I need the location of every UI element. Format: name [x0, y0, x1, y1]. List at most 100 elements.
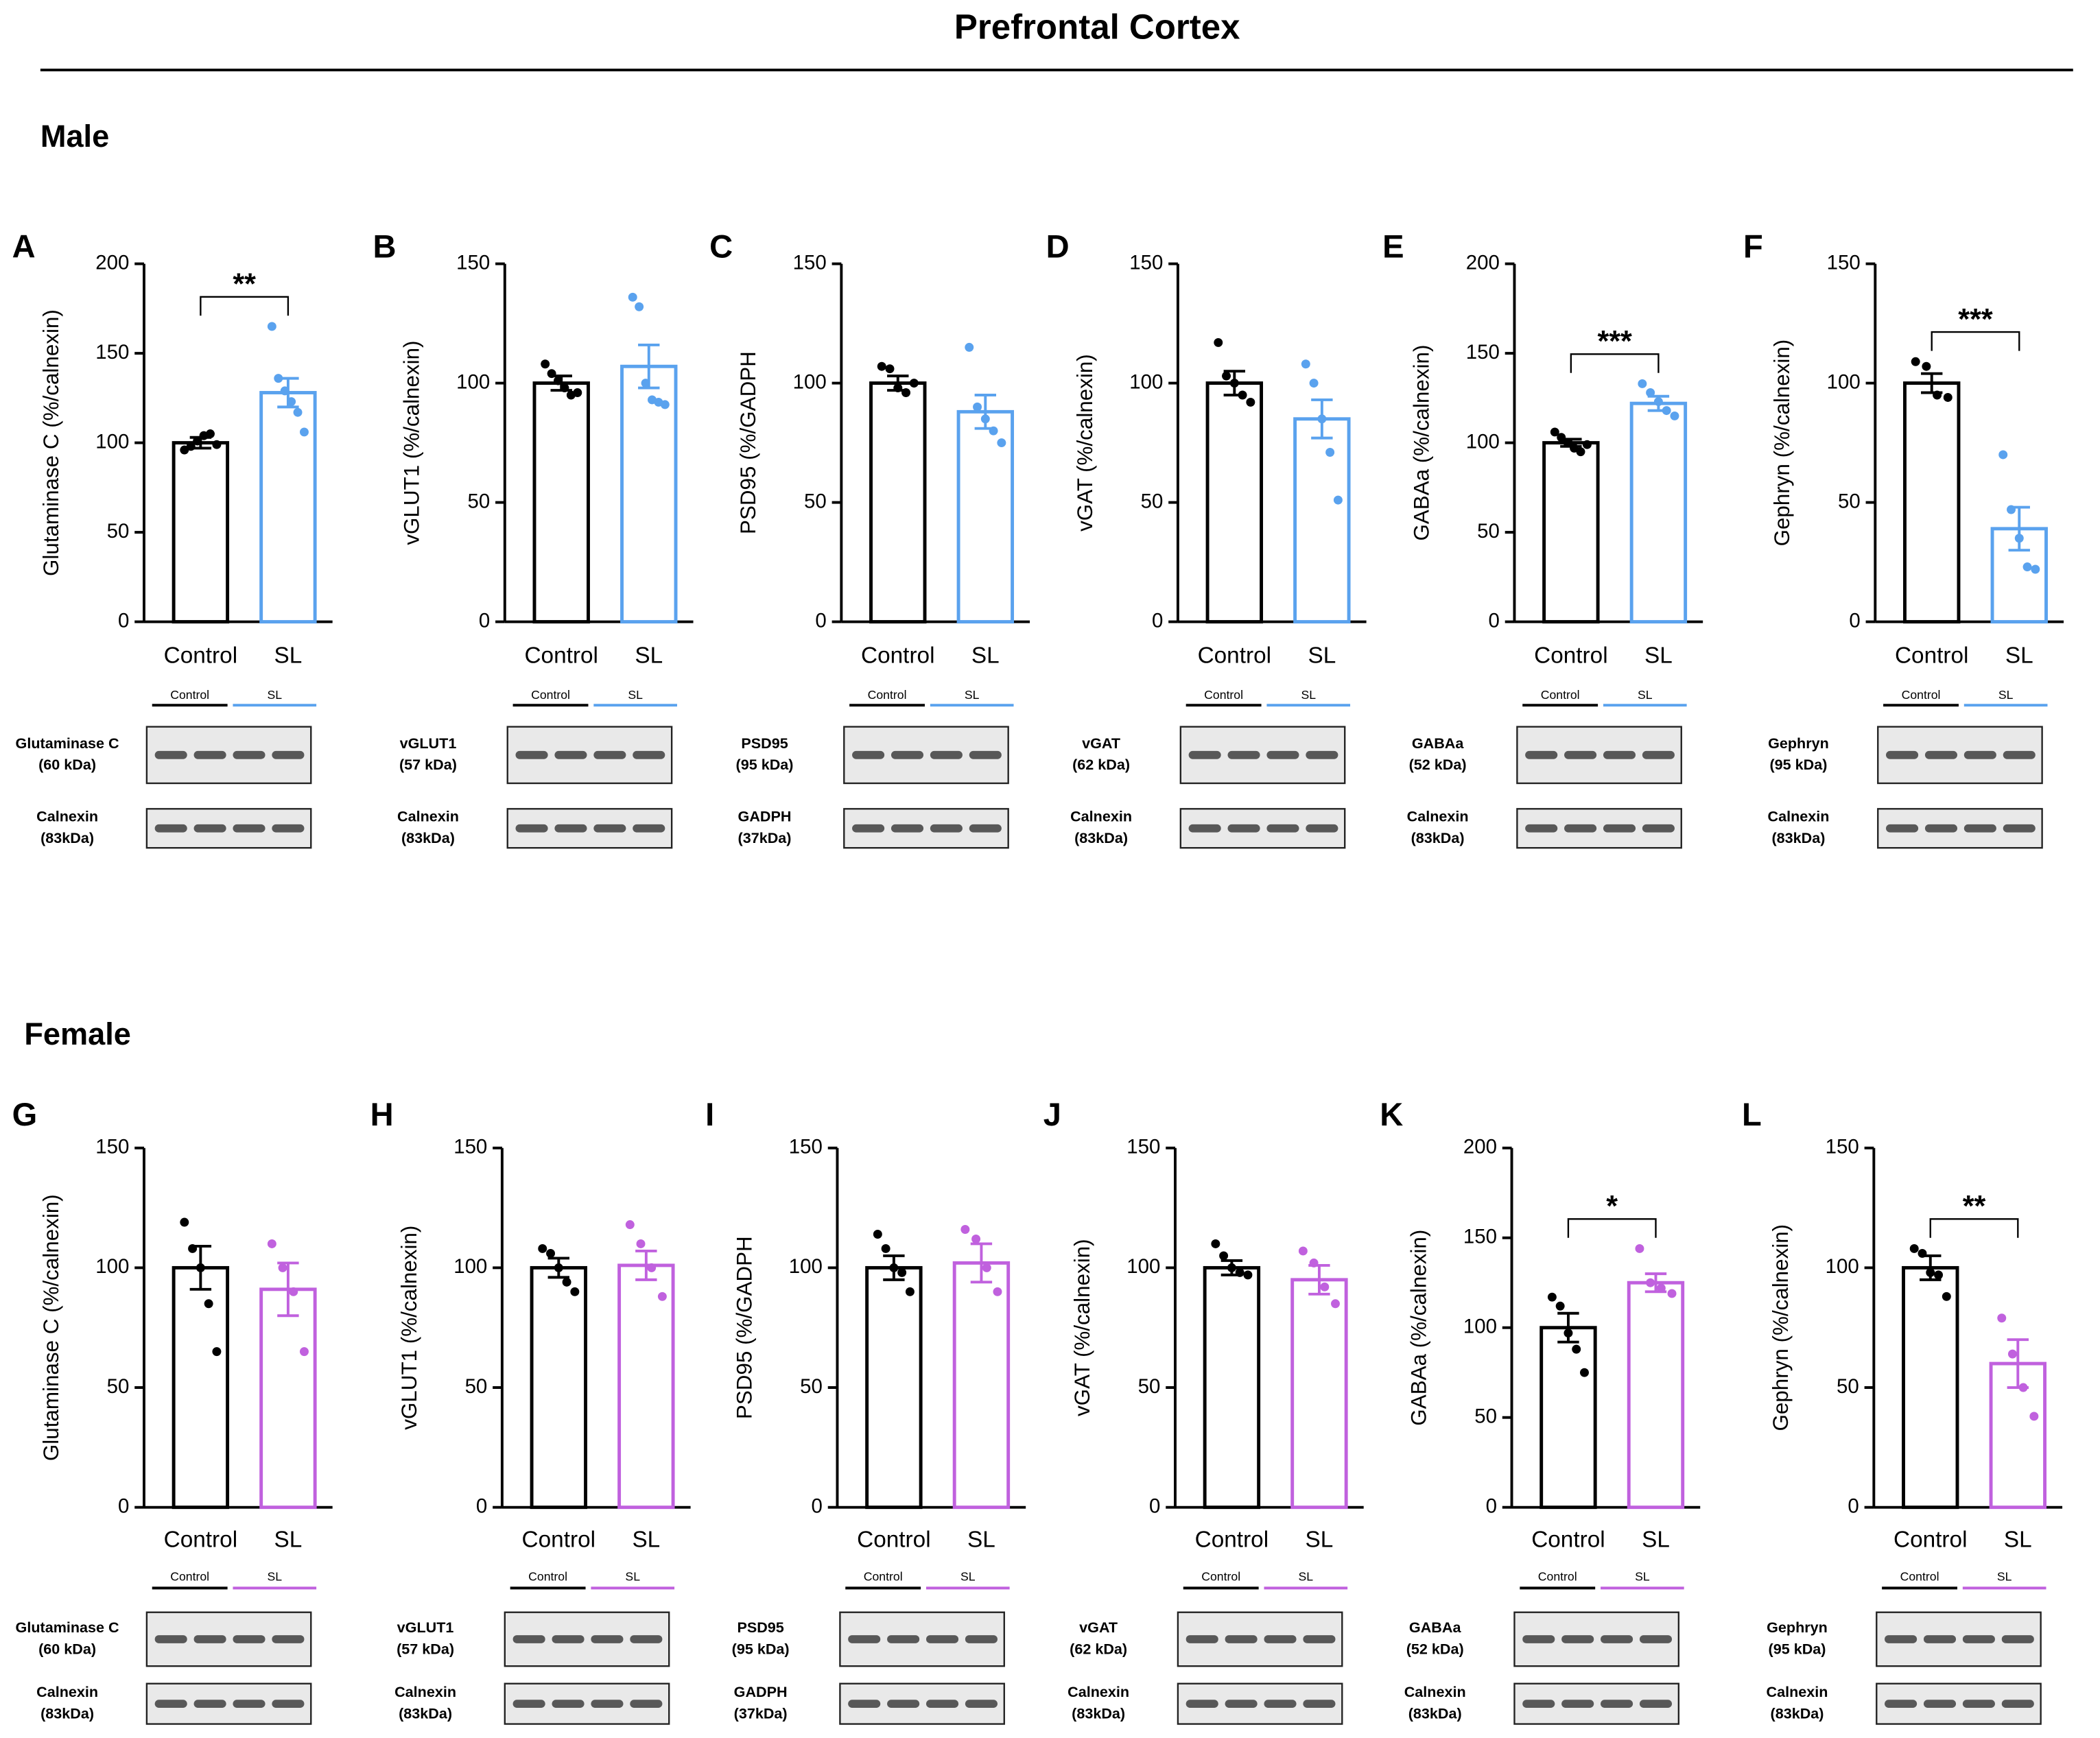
blot-band — [154, 1635, 187, 1643]
data-point — [2022, 562, 2032, 571]
blot-band — [1962, 1700, 1995, 1709]
bar — [1293, 417, 1351, 624]
data-point — [554, 1263, 563, 1272]
y-tick-label: 50 — [465, 1375, 488, 1398]
data-point — [204, 1299, 213, 1309]
panel-letter: A — [12, 228, 36, 264]
blot-band-name: PSD95 — [737, 1619, 783, 1636]
blot-band — [154, 824, 187, 833]
significance-label: ** — [1963, 1190, 1986, 1223]
data-point — [657, 1291, 667, 1301]
bar — [259, 1287, 317, 1510]
data-point — [641, 379, 650, 388]
blot-band — [1924, 824, 1958, 833]
x-tick-label: SL — [1308, 643, 1336, 668]
blot-band — [154, 750, 187, 759]
data-point — [1214, 337, 1223, 347]
data-point — [186, 442, 196, 451]
data-point — [1570, 443, 1579, 453]
data-point — [180, 1217, 189, 1227]
data-point — [660, 400, 670, 409]
data-point — [1942, 1291, 1951, 1301]
data-point — [1911, 357, 1920, 366]
y-axis-label: PSD95 (%/GADPH — [736, 351, 760, 534]
blot-band — [930, 750, 963, 759]
blot-band — [965, 1635, 998, 1643]
blot-band-name: vGAT — [1079, 1619, 1118, 1636]
data-point — [188, 1243, 198, 1253]
y-tick-label: 150 — [456, 251, 490, 274]
y-tick-label: 100 — [453, 1255, 487, 1278]
panel-letter: J — [1043, 1096, 1061, 1132]
x-tick-label: Control — [1895, 643, 1969, 668]
blot-band — [1561, 1635, 1594, 1643]
blot-group-label: Control — [1204, 688, 1243, 702]
blot-band — [193, 1700, 226, 1709]
blot-band — [2003, 824, 2036, 833]
data-point — [965, 342, 974, 352]
blot-band-size: (83kDa) — [401, 829, 455, 846]
blot-band — [630, 1635, 663, 1643]
blot-band — [233, 1700, 266, 1709]
blot-band — [925, 1700, 959, 1709]
y-axis-label: vGAT (%/calnexin) — [1070, 1239, 1094, 1416]
blot-band — [1522, 1700, 1555, 1709]
significance-label: ** — [233, 267, 256, 300]
data-point — [274, 374, 283, 383]
data-point — [636, 1239, 646, 1248]
blot-group-label: SL — [628, 688, 643, 702]
significance-label: * — [1606, 1190, 1618, 1223]
y-tick-label: 50 — [1141, 490, 1164, 512]
data-point — [1333, 495, 1343, 505]
blot-band-size: (60 kDa) — [38, 756, 96, 773]
blot-band — [591, 1635, 624, 1643]
data-point — [206, 429, 215, 439]
data-point — [1320, 1282, 1330, 1291]
x-tick-label: SL — [1306, 1527, 1334, 1553]
bar — [1902, 1265, 1959, 1510]
blot-group-label: SL — [960, 1569, 976, 1583]
blot-band-name: Calnexin — [397, 808, 459, 825]
significance-bracket — [1567, 1218, 1657, 1238]
data-point — [1557, 433, 1566, 442]
blot-band — [887, 1700, 920, 1709]
blot-band-size: (37kDa) — [738, 829, 792, 846]
bar — [869, 381, 927, 624]
data-point — [1635, 1243, 1644, 1253]
x-tick-label: Control — [1198, 643, 1272, 668]
y-tick-label: 100 — [1126, 1255, 1160, 1278]
data-point — [1576, 447, 1585, 457]
blot-band — [272, 1635, 305, 1643]
data-point — [1670, 411, 1679, 420]
y-tick-label: 100 — [789, 1255, 823, 1278]
data-point — [635, 302, 644, 311]
blot-band-name: vGLUT1 — [397, 1619, 454, 1636]
blot-band-size: (95 kDa) — [1769, 756, 1827, 773]
data-point — [1227, 1263, 1236, 1272]
blot-band — [1642, 750, 1675, 759]
y-axis-label: GABAa (%/calnexin) — [1409, 345, 1433, 541]
data-point — [289, 1287, 298, 1296]
error-bar — [635, 1249, 657, 1281]
data-point — [873, 1230, 882, 1239]
blot-group-label: Control — [531, 688, 570, 702]
data-point — [889, 1263, 899, 1272]
blot-band-size: (83kDa) — [1771, 1705, 1824, 1722]
blot-band — [969, 824, 1002, 833]
blot-band — [552, 1635, 585, 1643]
x-tick-label: SL — [1644, 643, 1673, 668]
blot-band — [1525, 750, 1558, 759]
blot-band-size: (83kDa) — [1411, 829, 1465, 846]
blot-band — [1185, 1635, 1218, 1643]
y-tick-label: 100 — [456, 370, 490, 393]
y-tick-label: 100 — [1466, 430, 1500, 453]
data-point — [1934, 1270, 1944, 1280]
y-tick-label: 50 — [1837, 1375, 1859, 1398]
significance-label: *** — [1597, 325, 1632, 358]
blot-band — [193, 750, 226, 759]
data-point — [1997, 1313, 2007, 1323]
blot-band — [1924, 750, 1958, 759]
x-tick-label: SL — [2004, 1527, 2032, 1553]
y-tick-label: 0 — [1488, 609, 1499, 632]
data-point — [212, 440, 222, 449]
